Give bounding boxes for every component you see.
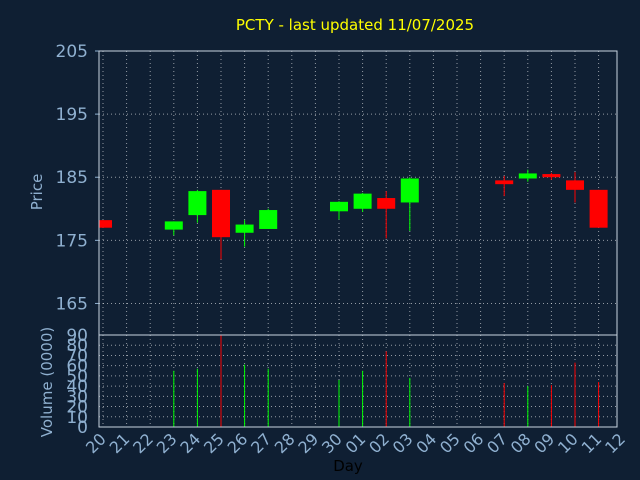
candle-body xyxy=(566,180,584,190)
candle-body xyxy=(589,189,608,228)
volume-tick-label: 10 xyxy=(66,408,88,428)
candle-body xyxy=(188,191,207,216)
volume-plot-frame xyxy=(98,334,618,428)
volume-tick-label: 80 xyxy=(66,336,88,356)
volume-tick-label: 0 xyxy=(77,418,88,438)
volume-tick-label: 50 xyxy=(66,367,88,387)
price-tick-label: 195 xyxy=(56,105,88,125)
price-tick-label: 185 xyxy=(56,168,88,188)
price-tick-label: 165 xyxy=(56,294,88,314)
price-tick-label: 205 xyxy=(56,42,88,62)
candle-body xyxy=(518,173,537,179)
candle-body xyxy=(377,198,396,209)
volume-tick-label: 40 xyxy=(66,377,88,397)
candle-body xyxy=(235,224,254,233)
candle-body xyxy=(99,220,112,228)
volume-bars xyxy=(173,335,600,427)
candle-body xyxy=(164,221,183,230)
candle-body xyxy=(400,178,419,203)
candle-body xyxy=(542,174,561,178)
candle-body xyxy=(259,210,278,229)
volume-tick-label: 90 xyxy=(66,326,88,346)
volume-tick-label: 20 xyxy=(66,398,88,418)
x-axis-label: Day xyxy=(333,457,363,475)
price-gridlines xyxy=(95,50,617,335)
price-candles xyxy=(99,169,608,260)
candle-body xyxy=(330,201,348,212)
volume-tick-label: 70 xyxy=(66,346,88,366)
volume-tick-label: 30 xyxy=(66,387,88,407)
plot-frames xyxy=(98,50,618,428)
volume-axis-label: Volume (0000) xyxy=(38,327,56,437)
price-axis-label: Price xyxy=(28,174,46,211)
candle-body xyxy=(353,193,372,209)
candle-body xyxy=(212,189,230,238)
candle-body xyxy=(495,180,514,185)
price-tick-label: 175 xyxy=(56,231,88,251)
volume-tick-label: 60 xyxy=(66,357,88,377)
chart-title: PCTY - last updated 11/07/2025 xyxy=(236,16,474,34)
